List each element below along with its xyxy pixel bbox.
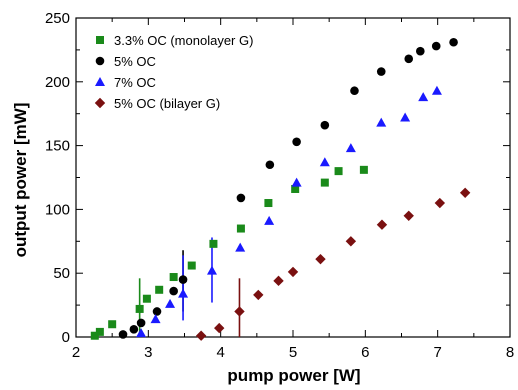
- data-point: [265, 160, 275, 170]
- legend-label: 5% OC (bilayer G): [114, 96, 220, 111]
- data-point: [187, 261, 196, 270]
- data-point: [155, 285, 164, 294]
- data-point: [320, 178, 329, 187]
- legend-marker: [94, 97, 106, 109]
- data-point: [376, 117, 387, 127]
- data-point: [169, 273, 178, 282]
- data-point: [418, 92, 429, 102]
- x-tick-label: 8: [506, 344, 514, 361]
- data-point: [195, 330, 207, 341]
- data-point: [334, 167, 343, 176]
- y-tick-label: 100: [45, 201, 70, 218]
- data-point: [253, 289, 264, 301]
- data-point: [287, 266, 299, 278]
- data-point: [178, 288, 189, 298]
- data-point: [214, 322, 225, 334]
- data-point: [315, 253, 326, 265]
- data-point: [319, 157, 330, 167]
- data-point: [403, 210, 414, 221]
- tick-marks: [75, 17, 511, 338]
- data-point: [235, 242, 246, 252]
- data-point: [90, 331, 99, 340]
- data-point: [376, 219, 388, 230]
- data-point: [416, 46, 425, 56]
- data-point: [400, 112, 411, 122]
- data-point: [236, 193, 246, 203]
- x-tick-label: 6: [361, 344, 369, 361]
- data-point: [404, 54, 414, 64]
- legend-marker: [96, 36, 104, 44]
- data-points: [90, 37, 471, 341]
- legend-label: 5% OC: [114, 54, 156, 69]
- data-point: [129, 325, 139, 334]
- x-tick-label: 3: [144, 344, 152, 361]
- data-point: [152, 307, 162, 316]
- data-point: [434, 197, 446, 209]
- x-tick-label: 4: [216, 344, 224, 361]
- data-point: [345, 143, 356, 153]
- y-tick-label: 50: [53, 265, 70, 282]
- data-point: [95, 327, 104, 336]
- data-point: [209, 239, 218, 248]
- x-tick-label: 5: [289, 344, 297, 361]
- data-point: [234, 306, 245, 317]
- data-point: [273, 275, 284, 287]
- data-point: [376, 67, 386, 76]
- data-point: [136, 318, 146, 328]
- data-point: [142, 294, 151, 303]
- data-point: [350, 86, 359, 96]
- legend-marker: [95, 56, 105, 66]
- data-point: [291, 184, 300, 193]
- data-point: [236, 224, 245, 233]
- x-tick-label: 7: [433, 344, 441, 361]
- data-point: [431, 85, 442, 95]
- legend-label: 7% OC: [114, 75, 156, 90]
- y-tick-label: 200: [45, 74, 70, 91]
- x-axis-title: pump power [W]: [227, 366, 360, 385]
- data-point: [165, 298, 176, 308]
- tick-labels: 2 3 4 5 6 7 8 0 50 100 150 200 250: [45, 10, 514, 361]
- legend-marker: [95, 77, 105, 86]
- data-point: [108, 320, 117, 329]
- data-point: [345, 236, 357, 247]
- data-point: [359, 165, 368, 174]
- data-point: [459, 187, 471, 199]
- data-point: [206, 265, 217, 275]
- y-tick-label: 0: [62, 329, 70, 346]
- data-point: [118, 330, 128, 339]
- data-point: [431, 41, 441, 51]
- data-point: [292, 137, 301, 147]
- data-point: [449, 37, 458, 47]
- data-point: [169, 286, 178, 296]
- data-point: [291, 177, 302, 187]
- data-point: [136, 328, 147, 338]
- data-point: [264, 199, 273, 208]
- y-tick-label: 250: [45, 10, 70, 27]
- y-tick-label: 150: [45, 138, 70, 155]
- legend: 3.3% OC (monolayer G) 5% OC 7% OC 5% OC (bi…: [94, 33, 253, 111]
- data-point: [264, 215, 275, 225]
- legend-label: 3.3% OC (monolayer G): [114, 33, 253, 48]
- data-point: [178, 275, 188, 284]
- data-point: [135, 304, 144, 313]
- data-point: [320, 120, 330, 130]
- x-tick-label: 2: [72, 344, 80, 361]
- y-axis-title: output power [mW]: [11, 103, 30, 258]
- data-point: [150, 314, 161, 324]
